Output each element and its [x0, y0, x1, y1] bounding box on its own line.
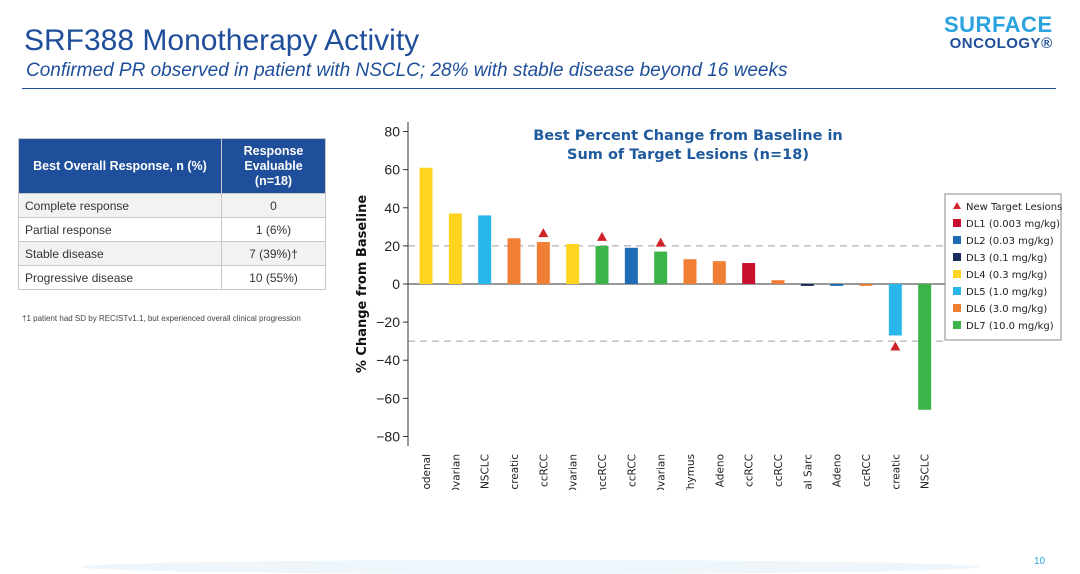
y-tick-label: 80: [384, 124, 400, 140]
bar: [507, 238, 521, 284]
bar: [419, 167, 433, 284]
bar: [712, 261, 726, 284]
y-tick-label: 0: [392, 276, 400, 292]
chart-title: Best Percent Change from Baseline in: [533, 128, 843, 144]
x-tick-label: Ovarian: [568, 454, 580, 490]
legend-label: DL1 (0.003 mg/kg): [966, 219, 1060, 230]
x-tick-label: ccRCC: [744, 454, 756, 487]
x-tick-label: Pancreatic: [890, 454, 902, 490]
legend-label: DL2 (0.03 mg/kg): [966, 236, 1054, 247]
response-table: Best Overall Response, n (%) Response Ev…: [18, 138, 326, 290]
bar: [448, 213, 462, 284]
bar: [918, 284, 932, 410]
table-cell-value: 10 (55%): [221, 265, 326, 290]
table-cell-label: Complete response: [18, 193, 222, 218]
x-tick-label: NSCLC: [480, 454, 492, 489]
x-tick-label: ccRCC: [626, 454, 638, 487]
table-footnote: †1 patient had SD by RECISTv1.1, but exp…: [22, 314, 301, 323]
x-tick-label: Pancreatic: [509, 454, 521, 490]
y-tick-label: −40: [376, 352, 400, 368]
x-tick-label: nccRCC: [597, 454, 609, 490]
bar: [800, 284, 814, 286]
legend-swatch: [953, 253, 961, 261]
logo-line-1: SURFACE: [944, 12, 1053, 37]
table-cell-label: Partial response: [18, 217, 222, 242]
table-header-row: Best Overall Response, n (%) Response Ev…: [18, 138, 326, 194]
y-axis-label: % Change from Baseline: [355, 195, 370, 373]
legend-swatch: [953, 321, 961, 329]
bar: [536, 242, 550, 284]
y-tick-label: −20: [376, 314, 400, 330]
y-tick-label: 20: [384, 238, 400, 254]
x-tick-label: Squam NSCLC: [920, 454, 932, 490]
legend-swatch: [953, 270, 961, 278]
y-tick-label: −60: [376, 390, 400, 406]
new-target-lesion-marker: [597, 231, 607, 241]
table-cell-label: Progressive disease: [18, 265, 222, 290]
x-tick-label: Ovarian: [656, 454, 668, 490]
bar: [478, 215, 492, 284]
page-subtitle: Confirmed PR observed in patient with NS…: [26, 60, 788, 81]
table-header-evaluable: Response Evaluable (n=18): [221, 138, 326, 194]
table-cell-value: 7 (39%)†: [221, 241, 326, 266]
x-tick-label: Duodenal: [421, 454, 433, 490]
y-tick-label: 40: [384, 200, 400, 216]
table-row: Progressive disease 10 (55%): [18, 265, 326, 290]
table-header-response: Best Overall Response, n (%): [18, 138, 222, 194]
table-row: Partial response 1 (6%): [18, 217, 326, 242]
x-tick-label: Append Adeno: [832, 454, 844, 490]
x-tick-label: ccRCC: [861, 454, 873, 487]
waterfall-chart: 80 60 40 20 0 −20 −40 −60 −80 % Change from Basel…: [355, 122, 1062, 490]
x-tick-label: Cecal Adeno: [714, 454, 726, 490]
bar: [830, 284, 844, 286]
legend-swatch: [953, 304, 961, 312]
x-tick-label: Thymus: [685, 454, 697, 490]
legend-label: DL6 (3.0 mg/kg): [966, 304, 1047, 315]
bar: [859, 284, 873, 286]
legend-swatch: [953, 219, 961, 227]
table-row: Stable disease 7 (39%)†: [18, 241, 326, 266]
y-tick-label: −80: [376, 428, 400, 444]
company-logo: SURFACE ONCOLOGY®: [944, 12, 1053, 52]
legend-label: New Target Lesions: [966, 202, 1062, 213]
x-tick-label: Synovial Sarc: [802, 454, 814, 490]
footer-swoosh: [80, 560, 980, 574]
bar: [683, 259, 697, 284]
legend-swatch: [953, 236, 961, 244]
logo-line-2: ONCOLOGY®: [949, 35, 1053, 52]
bar: [566, 243, 580, 284]
legend-box: [944, 193, 1062, 341]
table-cell-label: Stable disease: [18, 241, 222, 266]
bar: [771, 280, 785, 284]
chart-title: Sum of Target Lesions (n=18): [567, 147, 809, 163]
bar: [654, 251, 668, 284]
legend-label: DL3 (0.1 mg/kg): [966, 253, 1047, 264]
page-title: SRF388 Monotherapy Activity: [24, 24, 420, 57]
legend-swatch: [953, 287, 961, 295]
new-target-lesion-marker: [538, 228, 549, 238]
legend-label: DL4 (0.3 mg/kg): [966, 270, 1047, 281]
bar: [624, 247, 638, 284]
legend-label: DL7 (10.0 mg/kg): [966, 321, 1054, 332]
legend-triangle-icon: [953, 202, 961, 209]
title-divider: [22, 88, 1056, 89]
x-tick-label: ccRCC: [538, 454, 550, 487]
bar: [595, 245, 609, 284]
table-row: Complete response 0: [18, 193, 326, 218]
table-cell-value: 0: [221, 193, 326, 218]
bar: [742, 263, 756, 284]
table-cell-value: 1 (6%): [221, 217, 326, 242]
new-target-lesion-marker: [890, 341, 901, 351]
y-tick-label: 60: [384, 162, 400, 178]
new-target-lesion-marker: [655, 237, 666, 247]
x-tick-label: Ovarian: [450, 454, 462, 490]
x-tick-label: ccRCC: [773, 454, 785, 487]
bar: [888, 284, 902, 336]
page-number: 10: [1034, 556, 1046, 567]
legend-label: DL5 (1.0 mg/kg): [966, 287, 1047, 298]
